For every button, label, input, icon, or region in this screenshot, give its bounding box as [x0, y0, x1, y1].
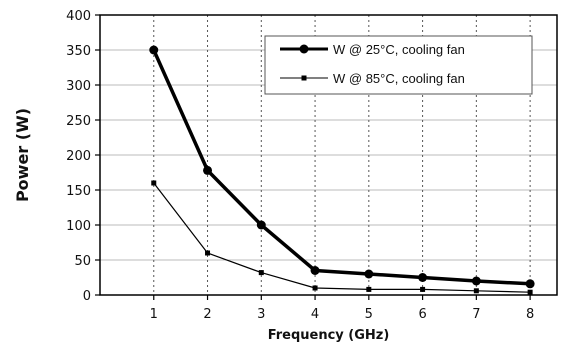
y-tick-label: 200 — [66, 149, 91, 164]
data-point — [420, 286, 426, 292]
data-point — [205, 250, 211, 256]
y-tick-label: 250 — [66, 114, 91, 129]
x-tick-label: 8 — [526, 307, 534, 322]
legend-item-25c: W @ 25°C, cooling fan — [280, 42, 465, 57]
data-point — [473, 288, 479, 294]
x-tick-label: 2 — [203, 307, 211, 322]
series-layer — [149, 45, 535, 295]
legend-marker-25c — [299, 44, 309, 54]
x-axis-title: Frequency (GHz) — [268, 328, 390, 343]
x-tick-label: 7 — [472, 307, 480, 322]
data-point — [203, 165, 213, 175]
data-point — [256, 220, 266, 230]
y-axis: 0 50 100 150 200 250 300 350 400 — [66, 9, 100, 304]
series-25c — [149, 45, 535, 289]
series-line — [153, 182, 531, 293]
y-tick-label: 350 — [66, 44, 91, 59]
data-point — [364, 269, 374, 279]
data-point — [258, 270, 264, 276]
data-point — [151, 180, 157, 186]
data-point — [366, 286, 372, 292]
y-tick-label: 150 — [66, 184, 91, 199]
x-tick-label: 5 — [365, 307, 373, 322]
data-point — [525, 279, 535, 289]
data-point — [310, 266, 320, 275]
data-point — [471, 276, 481, 286]
x-axis: 1 2 3 4 5 6 7 8 — [150, 295, 534, 322]
x-tick-label: 3 — [257, 307, 265, 322]
legend: W @ 25°C, cooling fan W @ 85°C, cooling … — [264, 35, 533, 95]
legend-label-25c: W @ 25°C, cooling fan — [333, 42, 465, 57]
y-tick-label: 50 — [74, 254, 91, 269]
series-85c — [151, 180, 533, 295]
legend-marker-85c — [301, 75, 307, 81]
series-line — [152, 49, 531, 286]
x-tick-label: 1 — [150, 307, 158, 322]
legend-item-85c: W @ 85°C, cooling fan — [280, 71, 465, 86]
data-point — [312, 285, 318, 291]
legend-label-85c: W @ 85°C, cooling fan — [333, 71, 465, 86]
legend-box — [264, 35, 533, 95]
y-tick-label: 300 — [66, 79, 91, 94]
y-tick-label: 100 — [66, 219, 91, 234]
x-tick-label: 6 — [418, 307, 426, 322]
y-tick-label: 0 — [83, 289, 91, 304]
y-tick-label: 400 — [66, 9, 91, 24]
y-axis-title: Power (W) — [13, 108, 32, 202]
data-point — [149, 45, 159, 55]
data-point — [418, 273, 428, 282]
x-tick-label: 4 — [311, 307, 319, 322]
data-point — [527, 289, 533, 295]
